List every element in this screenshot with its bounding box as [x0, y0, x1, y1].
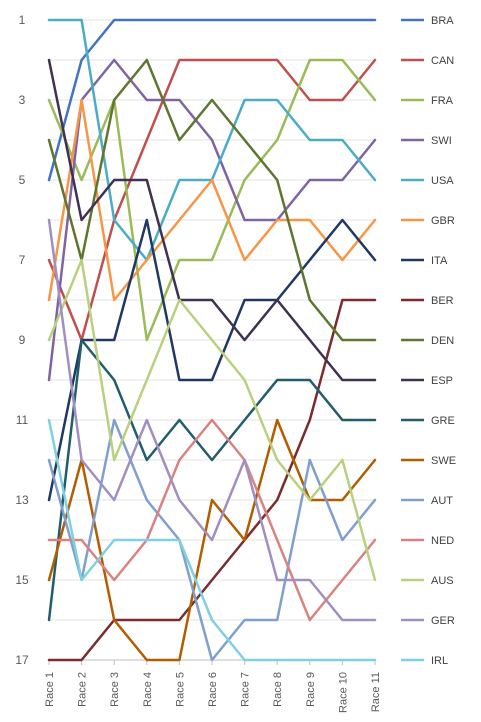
- x-tick-label: Race 1: [44, 672, 56, 707]
- series-line-ger: [47, 218, 377, 622]
- y-tick-label: 17: [15, 653, 29, 667]
- legend-item-ger: GER: [401, 615, 455, 627]
- x-tick-label: Race 7: [240, 672, 252, 707]
- x-tick-label: Race 4: [142, 672, 154, 707]
- y-tick-label: 9: [19, 333, 26, 347]
- legend-label: GBR: [431, 215, 455, 227]
- series-line-gre: [47, 338, 377, 622]
- series-lines: [47, 18, 377, 662]
- series-line-esp: [47, 58, 377, 382]
- y-tick-label: 15: [15, 573, 29, 587]
- y-tick-label: 3: [19, 93, 26, 107]
- y-tick-label: 13: [15, 493, 29, 507]
- legend-label: ITA: [431, 255, 448, 267]
- legend-label: BRA: [431, 15, 454, 27]
- x-axis: Race 1 Race 2 Race 3 Race 4 Race 5 Race 6 Race…: [44, 659, 382, 713]
- legend-item-ber: BER: [401, 295, 454, 307]
- legend-label: AUS: [431, 575, 454, 587]
- series-line-fra: [47, 58, 377, 342]
- legend-label: GRE: [431, 415, 455, 427]
- x-tick-label: Race 6: [207, 672, 219, 707]
- x-tick-label: Race 5: [174, 672, 186, 707]
- legend: BRA CAN FRA SWI USA GBR ITA BER DEN ESP GRE SWE AUT N…: [401, 15, 456, 667]
- legend-label: ESP: [431, 375, 453, 387]
- legend-label: BER: [431, 295, 454, 307]
- legend-item-ned: NED: [401, 535, 454, 547]
- legend-label: DEN: [431, 335, 454, 347]
- legend-item-fra: FRA: [401, 95, 454, 107]
- series-line-can: [47, 58, 377, 342]
- series-line-ned: [47, 418, 377, 622]
- legend-label: NED: [431, 535, 454, 547]
- y-tick-label: 5: [19, 173, 26, 187]
- legend-item-irl: IRL: [401, 655, 448, 667]
- x-tick-label: Race 10: [337, 672, 349, 713]
- x-tick-label: Race 9: [305, 672, 317, 707]
- legend-label: SWE: [431, 455, 456, 467]
- legend-item-aut: AUT: [401, 495, 453, 507]
- series-line-ita: [47, 218, 377, 502]
- legend-item-swi: SWI: [401, 135, 452, 147]
- legend-item-swe: SWE: [401, 455, 456, 467]
- x-tick-label: Race 2: [77, 672, 89, 707]
- x-tick-label: Race 3: [109, 672, 121, 707]
- legend-item-can: CAN: [401, 55, 454, 67]
- legend-label: SWI: [431, 135, 452, 147]
- legend-label: GER: [431, 615, 455, 627]
- legend-item-aus: AUS: [401, 575, 454, 587]
- legend-label: CAN: [431, 55, 454, 67]
- legend-item-den: DEN: [401, 335, 454, 347]
- x-tick-label: Race 11: [370, 672, 382, 712]
- legend-item-gbr: GBR: [401, 215, 455, 227]
- series-line-irl: [47, 418, 377, 662]
- legend-item-bra: BRA: [401, 15, 454, 27]
- series-line-swi: [47, 58, 377, 382]
- series-line-bra: [47, 18, 377, 182]
- legend-item-usa: USA: [401, 175, 454, 187]
- series-line-den: [47, 58, 377, 342]
- y-tick-label: 7: [19, 253, 26, 267]
- series-line-ber: [47, 298, 377, 662]
- y-tick-label: 1: [19, 13, 26, 27]
- series-line-aus: [47, 258, 377, 582]
- legend-label: AUT: [431, 495, 453, 507]
- legend-item-esp: ESP: [401, 375, 453, 387]
- legend-label: USA: [431, 175, 454, 187]
- legend-label: IRL: [431, 655, 448, 667]
- x-tick-label: Race 8: [272, 672, 284, 707]
- y-tick-label: 11: [16, 413, 29, 427]
- legend-label: FRA: [431, 95, 454, 107]
- legend-item-ita: ITA: [401, 255, 448, 267]
- series-line-gbr: [47, 98, 377, 302]
- legend-item-gre: GRE: [401, 415, 455, 427]
